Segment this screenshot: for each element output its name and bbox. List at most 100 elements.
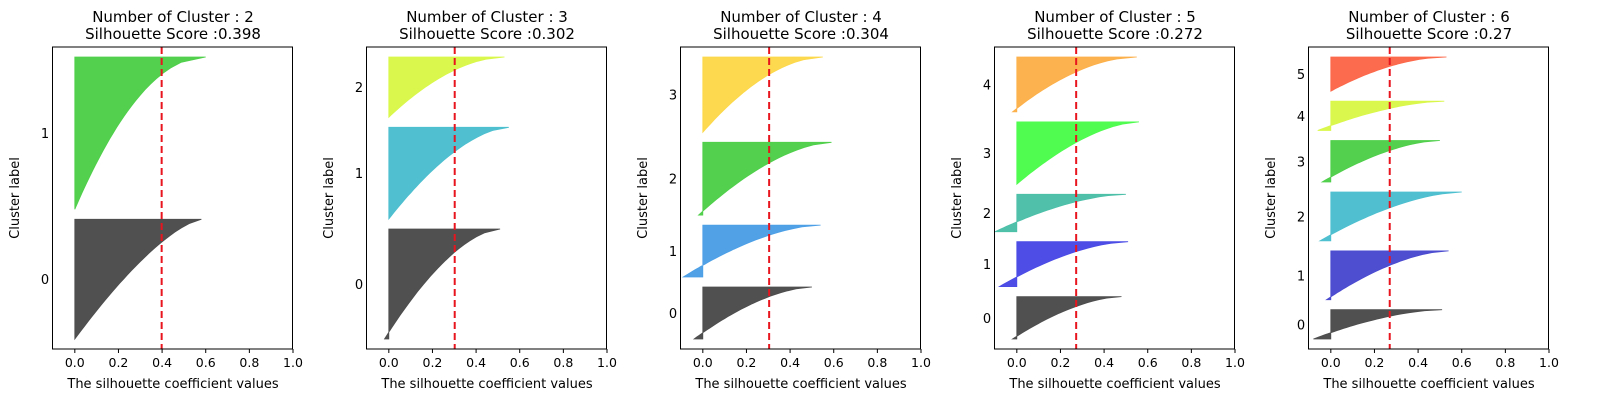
silhouette-cluster-1 (681, 224, 821, 278)
cluster-label-2: 2 (669, 173, 677, 188)
axes-frame (1308, 46, 1549, 350)
silhouette-panel-3: 0 1 2 3 0.0 0.2 0.4 0.6 0.8 1.0 Number of Cluster … (636, 8, 931, 392)
silhouette-panel-4: 0 1 2 3 4 0.0 0.2 0.4 0.6 0.8 1.0 Number of Cluster… (950, 8, 1245, 392)
chart-title: Number of Cluster : 5 (1034, 8, 1196, 26)
x-tick-label: 0.2 (1051, 355, 1071, 370)
x-axis-label: The silhouette coefficient values (1008, 377, 1220, 392)
x-tick-label: 0.8 (553, 355, 573, 370)
chart-title: Number of Cluster : 6 (1348, 8, 1510, 26)
x-axis-label: The silhouette coefficient values (694, 377, 906, 392)
cluster-label-2: 2 (983, 207, 991, 222)
x-tick-label: 1.0 (911, 355, 931, 370)
chart-subtitle: Silhouette Score :0.398 (85, 25, 261, 43)
x-tick-label: 0.4 (1408, 355, 1428, 370)
x-tick-label: 0.8 (239, 355, 259, 370)
x-tick-label: 0.4 (152, 355, 172, 370)
x-tick-label: 0.0 (379, 355, 399, 370)
silhouette-cluster-2 (388, 56, 505, 119)
cluster-label-0: 0 (1297, 318, 1305, 333)
silhouette-cluster-0 (383, 228, 501, 340)
cluster-label-3: 3 (1297, 155, 1305, 170)
x-tick-label: 0.2 (737, 355, 757, 370)
x-tick-label: 1.0 (283, 355, 303, 370)
silhouette-cluster-1 (388, 126, 509, 221)
silhouette-cluster-2 (697, 141, 832, 216)
chart-subtitle: Silhouette Score :0.302 (399, 25, 575, 43)
chart-title: Number of Cluster : 3 (406, 8, 568, 26)
silhouette-panel-5: 0 1 2 3 4 5 0.0 0.2 0.4 0.6 0.8 1.0 Number of Cluste… (1264, 8, 1559, 392)
silhouette-cluster-1 (997, 241, 1129, 287)
silhouette-cluster-0 (74, 218, 202, 341)
cluster-label-0: 0 (669, 307, 677, 322)
y-axis-label: Cluster label (1264, 157, 1279, 239)
axes-frame (52, 46, 293, 350)
chart-subtitle: Silhouette Score :0.27 (1346, 25, 1512, 43)
x-tick-label: 0.6 (510, 355, 530, 370)
x-tick-label: 0.6 (824, 355, 844, 370)
cluster-label-1: 1 (1297, 269, 1305, 284)
cluster-label-1: 1 (669, 245, 677, 260)
silhouette-cluster-4 (1317, 100, 1445, 131)
x-tick-label: 0.8 (1495, 355, 1515, 370)
cluster-label-0: 0 (983, 312, 991, 327)
cluster-label-3: 3 (983, 147, 991, 162)
silhouette-cluster-3 (1016, 121, 1140, 186)
silhouette-cluster-1 (1325, 250, 1449, 301)
x-tick-label: 0.6 (1138, 355, 1158, 370)
silhouette-cluster-0 (1313, 309, 1443, 340)
silhouette-cluster-0 (692, 286, 812, 340)
x-axis-label: The silhouette coefficient values (380, 377, 592, 392)
silhouette-cluster-1 (74, 56, 206, 210)
cluster-label-4: 4 (983, 78, 991, 93)
x-tick-label: 0.2 (423, 355, 443, 370)
cluster-label-4: 4 (1297, 110, 1305, 125)
y-axis-label: Cluster label (950, 157, 965, 239)
silhouette-cluster-3 (702, 56, 823, 134)
x-tick-label: 0.6 (196, 355, 216, 370)
chart-subtitle: Silhouette Score :0.304 (713, 25, 889, 43)
x-tick-label: 0.0 (1007, 355, 1027, 370)
silhouette-cluster-0 (1011, 296, 1122, 340)
silhouette-cluster-3 (1320, 140, 1440, 183)
silhouette-cluster-2 (1318, 191, 1462, 242)
x-axis-label: The silhouette coefficient values (66, 377, 278, 392)
y-axis-label: Cluster label (8, 157, 23, 239)
chart-title: Number of Cluster : 2 (92, 8, 254, 26)
x-tick-label: 0.4 (466, 355, 486, 370)
x-tick-label: 0.8 (867, 355, 887, 370)
x-tick-label: 0.0 (693, 355, 713, 370)
x-axis-label: The silhouette coefficient values (1322, 377, 1534, 392)
x-tick-label: 0.0 (1321, 355, 1341, 370)
silhouette-cluster-2 (994, 193, 1126, 233)
y-axis-label: Cluster label (322, 157, 337, 239)
x-tick-label: 0.2 (109, 355, 129, 370)
axes-frame (366, 46, 607, 350)
x-tick-label: 0.0 (65, 355, 85, 370)
x-tick-label: 0.4 (1094, 355, 1114, 370)
cluster-label-1: 1 (983, 258, 991, 273)
x-tick-label: 0.8 (1181, 355, 1201, 370)
cluster-label-3: 3 (669, 89, 677, 104)
x-tick-label: 1.0 (1225, 355, 1245, 370)
silhouette-panel-1: 0 1 0.0 0.2 0.4 0.6 0.8 1.0 Number of Cluster : … (8, 8, 303, 392)
x-tick-label: 0.4 (780, 355, 800, 370)
chart-subtitle: Silhouette Score :0.272 (1027, 25, 1203, 43)
cluster-label-2: 2 (355, 81, 363, 96)
x-tick-label: 1.0 (1539, 355, 1559, 370)
cluster-label-5: 5 (1297, 68, 1305, 83)
cluster-label-0: 0 (41, 273, 49, 288)
x-tick-label: 1.0 (597, 355, 617, 370)
y-axis-label: Cluster label (636, 157, 651, 239)
silhouette-cluster-5 (1330, 56, 1447, 92)
x-tick-label: 0.6 (1452, 355, 1472, 370)
cluster-label-1: 1 (41, 127, 49, 142)
axes-frame (680, 46, 921, 350)
cluster-label-2: 2 (1297, 210, 1305, 225)
silhouette-cluster-4 (1011, 56, 1137, 113)
chart-title: Number of Cluster : 4 (720, 8, 882, 26)
axes-frame (994, 46, 1235, 350)
cluster-label-0: 0 (355, 278, 363, 293)
cluster-label-1: 1 (355, 167, 363, 182)
x-tick-label: 0.2 (1365, 355, 1385, 370)
